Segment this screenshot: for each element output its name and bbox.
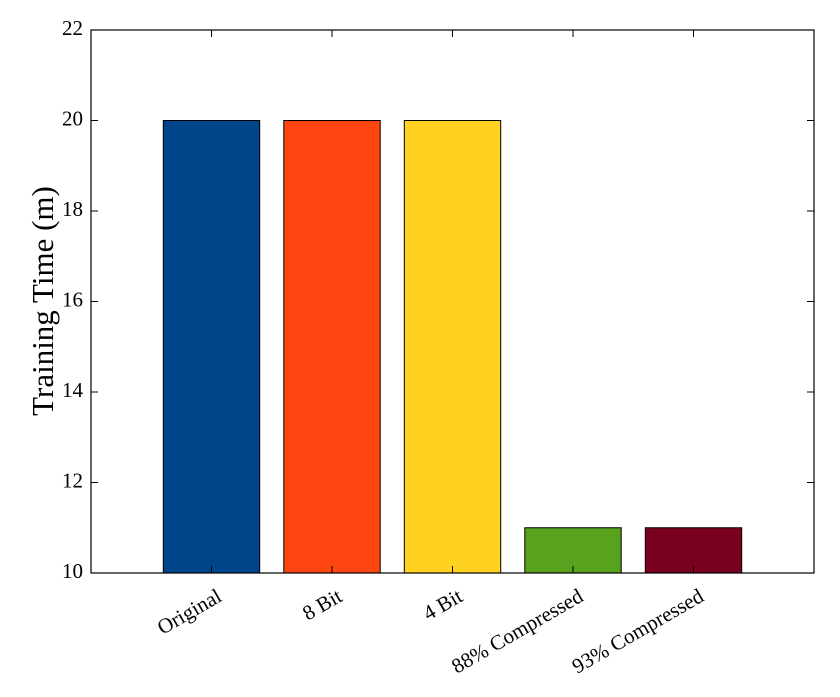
y-axis-label: Training Time (m) [25,186,60,416]
bar [403,120,502,574]
y-tick-label: 22 [62,16,83,40]
y-tick-label: 10 [62,559,83,583]
y-tick-label: 20 [62,106,83,130]
plot-frame [90,29,815,574]
y-tick-label: 16 [62,287,83,311]
x-tick-label: 88% Compressed [447,583,587,678]
x-tick-label: 4 Bit [419,584,467,626]
y-tick-label: 12 [62,468,83,492]
x-tick-label: 93% Compressed [568,583,708,678]
x-tick-label: Original [153,584,226,640]
y-tick-label: 18 [62,197,83,221]
y-tick-label: 14 [62,378,84,402]
bar [283,120,381,574]
bar [524,527,622,574]
bar [162,120,261,574]
x-tick-label: 8 Bit [298,584,346,626]
